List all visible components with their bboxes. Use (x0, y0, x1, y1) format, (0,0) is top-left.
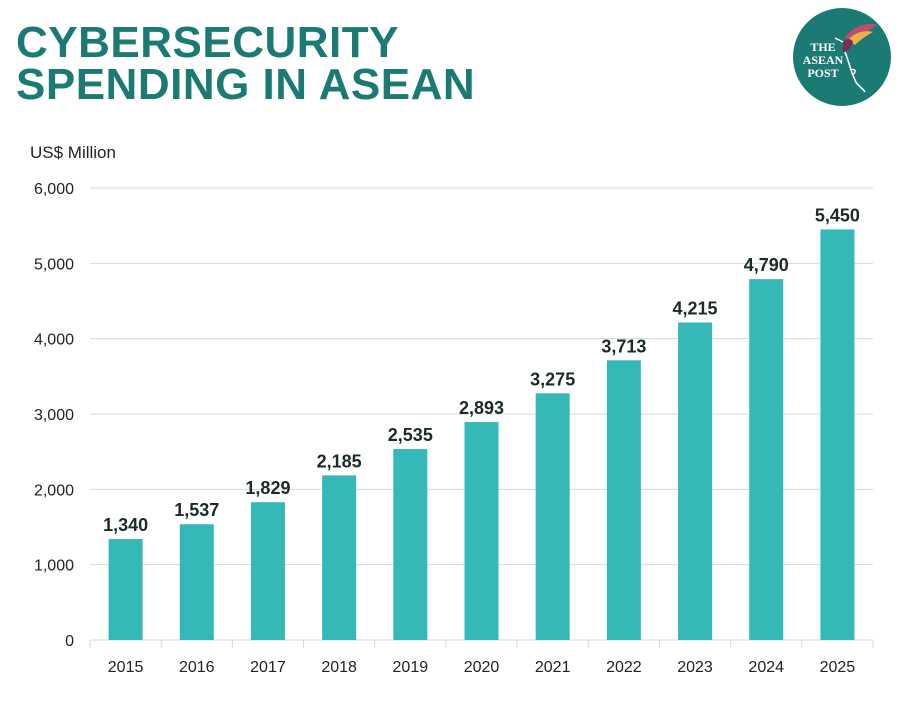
chart-title-line-1: CYBERSECURITY (16, 18, 399, 67)
y-tick-label: 1,000 (34, 558, 74, 575)
x-axis-ticks: 2015 2016 2017 2018 2019 2020 2021 2022 2023 2024… (89, 640, 874, 676)
y-tick-label: 0 (65, 633, 74, 650)
the-asean-post-logo: THE ASEAN POST (793, 8, 891, 106)
y-axis-label: US$ Million (30, 143, 116, 162)
x-tick-label: 2024 (748, 659, 784, 676)
y-tick-label: 3,000 (34, 407, 74, 424)
bar (749, 279, 784, 640)
data-label: 3,275 (530, 369, 575, 389)
data-label: 4,790 (744, 255, 789, 275)
x-tick-label: 2019 (393, 659, 429, 676)
y-tick-label: 2,000 (34, 482, 74, 499)
x-tick-label: 2018 (321, 659, 357, 676)
x-tick-label: 2021 (535, 659, 571, 676)
x-tick-label: 2022 (606, 659, 642, 676)
bar (678, 322, 713, 640)
data-label: 2,893 (459, 398, 504, 418)
x-tick-label: 2017 (250, 659, 286, 676)
bar (535, 393, 570, 640)
bar (606, 360, 641, 640)
bar (250, 502, 285, 640)
data-label: 4,215 (673, 298, 718, 318)
data-label: 1,340 (103, 515, 148, 535)
bar (322, 475, 357, 640)
data-label: 1,829 (245, 478, 290, 498)
bar (108, 539, 143, 640)
x-tick-label: 2020 (464, 659, 500, 676)
x-tick-label: 2015 (108, 659, 144, 676)
data-label: 2,185 (317, 451, 362, 471)
y-axis-ticks: 0 1,000 2,000 3,000 4,000 5,000 6,000 (34, 181, 74, 650)
y-tick-label: 6,000 (34, 181, 74, 198)
bar (820, 229, 855, 640)
bar (393, 449, 428, 640)
data-labels: 1,340 1,537 1,829 2,185 2,535 2,893 3,275 3,713… (103, 205, 860, 535)
data-label: 2,535 (388, 425, 433, 445)
x-tick-label: 2016 (179, 659, 215, 676)
x-tick-label: 2023 (677, 659, 713, 676)
data-label: 3,713 (601, 336, 646, 356)
bar (464, 422, 499, 640)
logo-text-the: THE (810, 40, 835, 54)
data-label: 1,537 (174, 500, 219, 520)
chart-title-line-2: SPENDING IN ASEAN (16, 60, 476, 109)
bar (179, 524, 214, 640)
logo-text-asean: ASEAN (803, 53, 844, 67)
y-tick-label: 4,000 (34, 332, 74, 349)
x-tick-label: 2025 (820, 659, 856, 676)
y-tick-label: 5,000 (34, 256, 74, 273)
hummingbird-icon (834, 24, 877, 93)
chart-title: CYBERSECURITY SPENDING IN ASEAN (16, 18, 476, 109)
logo-text-post: POST (807, 66, 838, 80)
data-label: 5,450 (815, 205, 860, 225)
bars (108, 229, 855, 640)
